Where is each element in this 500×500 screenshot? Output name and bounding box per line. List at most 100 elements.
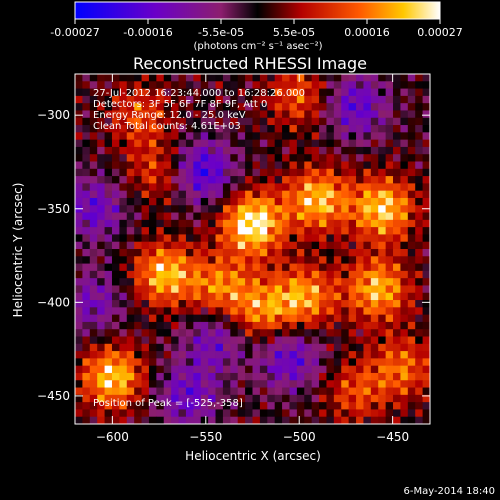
heatmap-cell — [341, 394, 350, 403]
heatmap-cell — [148, 285, 157, 294]
heatmap-cell — [370, 168, 379, 177]
heatmap-cell — [178, 190, 187, 199]
heatmap-cell — [341, 88, 350, 97]
heatmap-cell — [348, 234, 357, 243]
heatmap-cell — [104, 329, 113, 337]
heatmap-cell — [282, 81, 290, 89]
heatmap-cell — [348, 110, 357, 119]
heatmap-cell — [356, 154, 364, 162]
heatmap-cell — [348, 387, 357, 396]
heatmap-cell — [311, 103, 320, 111]
heatmap-cell — [282, 95, 290, 104]
heatmap-cell — [215, 197, 224, 206]
heatmap-cell — [163, 372, 172, 381]
heatmap-cell — [163, 256, 172, 264]
heatmap-cell — [237, 190, 246, 199]
heatmap-cell — [267, 314, 276, 323]
heatmap-cell — [400, 336, 409, 345]
heatmap-cell — [148, 95, 157, 104]
heatmap-cell — [200, 387, 209, 396]
heatmap-cell — [356, 117, 364, 126]
heatmap-cell — [422, 197, 431, 206]
heatmap-cell — [385, 380, 394, 388]
heatmap-cell — [245, 154, 253, 162]
heatmap-cell — [304, 343, 313, 352]
heatmap-cell — [296, 88, 305, 97]
heatmap-cell — [82, 110, 91, 119]
heatmap-cell — [393, 74, 401, 82]
colorbar-tick-label: 0.00016 — [344, 26, 390, 39]
heatmap-cell — [141, 205, 150, 213]
heatmap-cell — [134, 103, 142, 111]
heatmap-cell — [75, 321, 83, 330]
heatmap-cell — [208, 365, 216, 374]
heatmap-cell — [97, 74, 105, 82]
heatmap-cell — [385, 292, 394, 301]
heatmap-cell — [319, 307, 327, 316]
heatmap-cell — [415, 95, 424, 104]
heatmap-cell — [208, 351, 216, 359]
heatmap-cell — [208, 372, 216, 381]
heatmap-cell — [75, 365, 83, 374]
heatmap-cell — [393, 409, 401, 418]
heatmap-cell — [378, 190, 387, 199]
heatmap-cell — [259, 197, 268, 206]
heatmap-cell — [289, 183, 298, 192]
heatmap-cell — [333, 95, 342, 104]
heatmap-cell — [422, 263, 431, 272]
heatmap-cell — [89, 285, 98, 294]
heatmap-cell — [163, 387, 172, 396]
heatmap-cell — [148, 219, 157, 228]
heatmap-cell — [193, 168, 202, 177]
heatmap-cell — [163, 307, 172, 316]
heatmap-cell — [126, 249, 135, 257]
heatmap-cell — [422, 117, 431, 126]
heatmap-cell — [363, 278, 372, 286]
heatmap-cell — [363, 234, 372, 243]
heatmap-cell — [422, 161, 431, 170]
heatmap-cell — [326, 394, 335, 403]
heatmap-cell — [97, 234, 105, 243]
heatmap-cell — [378, 321, 387, 330]
heatmap-cell — [274, 95, 283, 104]
heatmap-cell — [289, 81, 298, 89]
heatmap-cell — [341, 321, 350, 330]
heatmap-cell — [89, 103, 98, 111]
heatmap-cell — [89, 321, 98, 330]
heatmap-cell — [348, 103, 357, 111]
heatmap-cell — [237, 212, 246, 221]
heatmap-cell — [341, 110, 350, 119]
heatmap-cell — [111, 336, 120, 345]
heatmap-cell — [171, 285, 179, 294]
heatmap-cell — [348, 249, 357, 257]
heatmap-cell — [193, 74, 202, 82]
heatmap-cell — [97, 219, 105, 228]
heatmap-cell — [111, 416, 120, 425]
heatmap-cell — [104, 197, 113, 206]
heatmap-cell — [282, 380, 290, 388]
heatmap-cell — [378, 103, 387, 111]
heatmap-cell — [126, 365, 135, 374]
heatmap-cell — [311, 380, 320, 388]
heatmap-cell — [252, 103, 261, 111]
heatmap-cell — [230, 358, 239, 367]
heatmap-cell — [333, 103, 342, 111]
heatmap-cell — [222, 74, 231, 82]
heatmap-cell — [148, 132, 157, 141]
heatmap-cell — [333, 372, 342, 381]
heatmap-cell — [370, 117, 379, 126]
heatmap-cell — [259, 241, 268, 250]
heatmap-cell — [222, 394, 231, 403]
heatmap-cell — [348, 314, 357, 323]
heatmap-cell — [407, 343, 416, 352]
heatmap-cell — [422, 329, 431, 337]
heatmap-cell — [163, 154, 172, 162]
heatmap-cell — [378, 409, 387, 418]
heatmap-cell — [400, 74, 409, 82]
heatmap-cell — [326, 351, 335, 359]
heatmap-cell — [200, 197, 209, 206]
heatmap-cell — [415, 372, 424, 381]
heatmap-cell — [370, 394, 379, 403]
heatmap-cell — [422, 372, 431, 381]
heatmap-cell — [341, 387, 350, 396]
